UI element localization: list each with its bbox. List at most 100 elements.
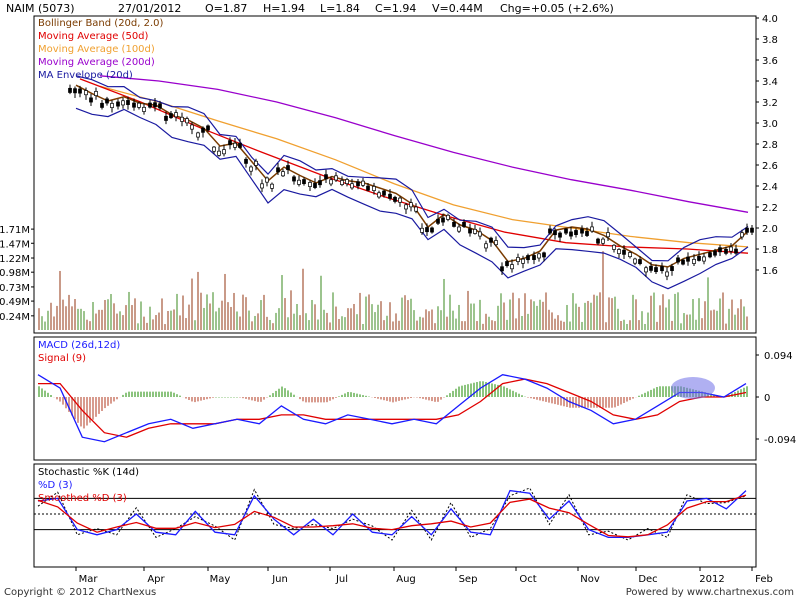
volume-bar — [563, 321, 565, 330]
month-label: Sep — [459, 574, 478, 585]
macd-histogram-bar — [131, 391, 133, 397]
volume-bar — [434, 323, 436, 330]
volume-bar — [386, 315, 388, 330]
macd-histogram-bar — [431, 397, 433, 402]
volume-tick-label: 1.71M — [0, 225, 30, 236]
macd-histogram-bar — [449, 393, 451, 397]
macd-histogram-bar — [68, 397, 70, 412]
volume-bar — [134, 298, 136, 330]
volume-bar — [473, 303, 475, 330]
volume-tick-label: 1.47M — [0, 239, 30, 250]
volume-bar — [623, 319, 625, 330]
candle-body — [446, 214, 450, 220]
volume-bar — [587, 300, 589, 330]
volume-bar — [368, 294, 370, 330]
candle-body — [329, 179, 333, 185]
volume-bar — [731, 299, 733, 330]
candle-body — [382, 190, 386, 196]
macd-histogram-bar — [140, 391, 142, 397]
volume-bar — [356, 314, 358, 330]
volume-bar — [617, 308, 619, 330]
macd-histogram-bar — [110, 397, 112, 404]
macd-histogram-bar — [656, 387, 658, 397]
volume-bar — [581, 321, 583, 330]
month-label: Apr — [147, 574, 165, 585]
volume-bar — [635, 299, 637, 330]
volume-bar — [677, 292, 679, 330]
volume-bar — [131, 305, 133, 330]
volume-bar — [125, 305, 127, 330]
smoothed-d-line — [37, 494, 747, 538]
macd-histogram-bar — [275, 390, 277, 397]
candle-body — [580, 228, 584, 234]
volume-bar — [686, 314, 688, 330]
candle-body — [137, 102, 141, 108]
volume-bar — [185, 318, 187, 330]
macd-histogram-bar — [488, 382, 490, 397]
candle-body — [270, 183, 274, 189]
macd-histogram-bar — [41, 388, 43, 397]
volume-bar — [620, 321, 622, 330]
volume-bar — [206, 294, 208, 330]
volume-bar — [530, 299, 532, 330]
volume-bar — [380, 301, 382, 330]
macd-histogram-bar — [602, 397, 604, 408]
volume-bar — [497, 305, 499, 330]
volume-bar — [701, 318, 703, 330]
volume-bar — [590, 302, 592, 330]
macd-histogram-bar — [383, 397, 385, 401]
macd-histogram-bar — [473, 382, 475, 397]
volume-bar — [287, 317, 289, 330]
volume-bar — [101, 309, 103, 330]
candle-body — [484, 243, 488, 249]
macd-histogram-bar — [545, 397, 547, 402]
ma-100d-line — [99, 85, 749, 248]
macd-histogram-bar — [746, 386, 748, 397]
candle-body — [340, 180, 344, 185]
candle-body — [276, 167, 280, 173]
macd-histogram-bar — [320, 397, 322, 403]
volume-bar — [737, 308, 739, 330]
volume-bar — [353, 303, 355, 330]
macd-histogram-bar — [191, 397, 193, 402]
macd-histogram-bar — [113, 397, 115, 402]
volume-bar — [281, 275, 283, 330]
candle-body — [420, 227, 424, 233]
volume-bar — [404, 295, 406, 330]
candle-body — [372, 186, 376, 191]
volume-bar — [401, 297, 403, 330]
volume-bar — [167, 311, 169, 330]
macd-histogram-bar — [578, 397, 580, 408]
volume-bar — [689, 314, 691, 330]
volume-bar — [53, 316, 55, 330]
candle-body — [414, 206, 418, 212]
volume-bar — [443, 278, 445, 330]
volume-bar — [65, 306, 67, 330]
candle-body — [660, 266, 664, 272]
macd-histogram-bar — [653, 388, 655, 397]
macd-histogram-bar — [128, 391, 130, 397]
macd-histogram-bar — [398, 397, 400, 401]
macd-histogram-bar — [203, 397, 205, 400]
price-tick-label: 2.8 — [762, 140, 778, 151]
macd-histogram-bar — [50, 395, 52, 397]
macd-histogram-bar — [464, 384, 466, 397]
volume-bar — [347, 308, 349, 330]
price-tick-label: 2.0 — [762, 224, 778, 235]
candle-body — [249, 166, 253, 172]
macd-histogram-bar — [281, 386, 283, 397]
macd-histogram-bar — [269, 395, 271, 397]
month-label: Dec — [638, 574, 657, 585]
volume-bar — [239, 316, 241, 330]
volume-bar — [50, 302, 52, 330]
candle-body — [132, 102, 136, 108]
price-tick-label: 1.6 — [762, 266, 778, 277]
candle-body — [334, 175, 338, 181]
macd-histogram-bar — [290, 392, 292, 397]
macd-histogram-bar — [116, 397, 118, 400]
volume-bar — [230, 306, 232, 330]
macd-histogram-bar — [509, 389, 511, 397]
macd-histogram-bar — [77, 397, 79, 423]
price-tick-label: 3.8 — [762, 35, 778, 46]
